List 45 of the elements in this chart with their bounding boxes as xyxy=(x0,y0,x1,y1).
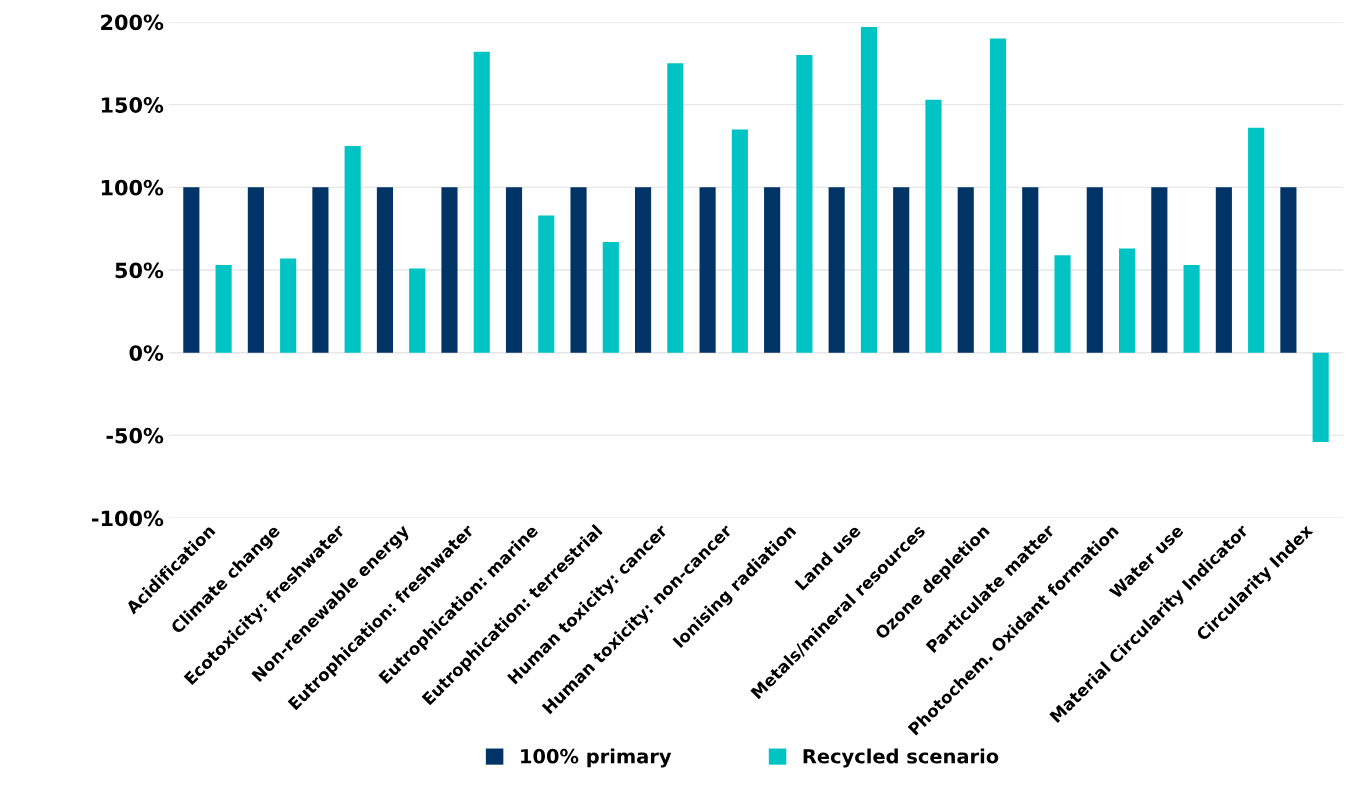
bar xyxy=(215,265,232,353)
legend-label: Recycled scenario xyxy=(803,748,999,768)
bar xyxy=(409,268,426,353)
bar xyxy=(1183,265,1200,353)
y-tick-label: 100% xyxy=(101,179,164,196)
bar xyxy=(1312,352,1329,443)
bar xyxy=(957,187,974,353)
bar xyxy=(1215,187,1232,353)
y-tick-label: -100% xyxy=(92,510,164,527)
bar xyxy=(1086,187,1103,353)
bar xyxy=(828,187,845,353)
bar xyxy=(247,187,264,353)
bar xyxy=(280,258,297,353)
bar xyxy=(183,187,200,353)
bar xyxy=(1280,187,1297,353)
bar xyxy=(796,55,813,353)
bar xyxy=(1054,255,1071,353)
legend-label: 100% primary xyxy=(521,748,672,768)
bar xyxy=(376,187,393,353)
bar xyxy=(667,63,684,353)
bar xyxy=(344,146,361,353)
y-tick-label: 50% xyxy=(115,262,164,279)
bar xyxy=(731,129,748,353)
bar xyxy=(1022,187,1039,353)
bar xyxy=(1119,248,1136,353)
bar xyxy=(1151,187,1168,353)
bar xyxy=(699,187,716,353)
bar xyxy=(764,187,781,353)
bar xyxy=(635,187,652,353)
bar xyxy=(860,26,877,353)
bar xyxy=(473,51,490,353)
bar xyxy=(505,187,523,353)
bar xyxy=(893,187,910,353)
bar xyxy=(312,187,329,353)
bar xyxy=(989,38,1007,353)
y-tick-label: -50% xyxy=(106,427,164,444)
bar xyxy=(925,99,942,353)
y-tick-label: 150% xyxy=(101,97,164,113)
bar xyxy=(602,241,619,353)
bar xyxy=(441,187,458,353)
bar xyxy=(538,215,555,353)
y-tick-label: 0% xyxy=(129,345,164,361)
y-tick-label: 200% xyxy=(101,14,164,31)
bar xyxy=(570,187,587,353)
bar xyxy=(1248,127,1265,353)
